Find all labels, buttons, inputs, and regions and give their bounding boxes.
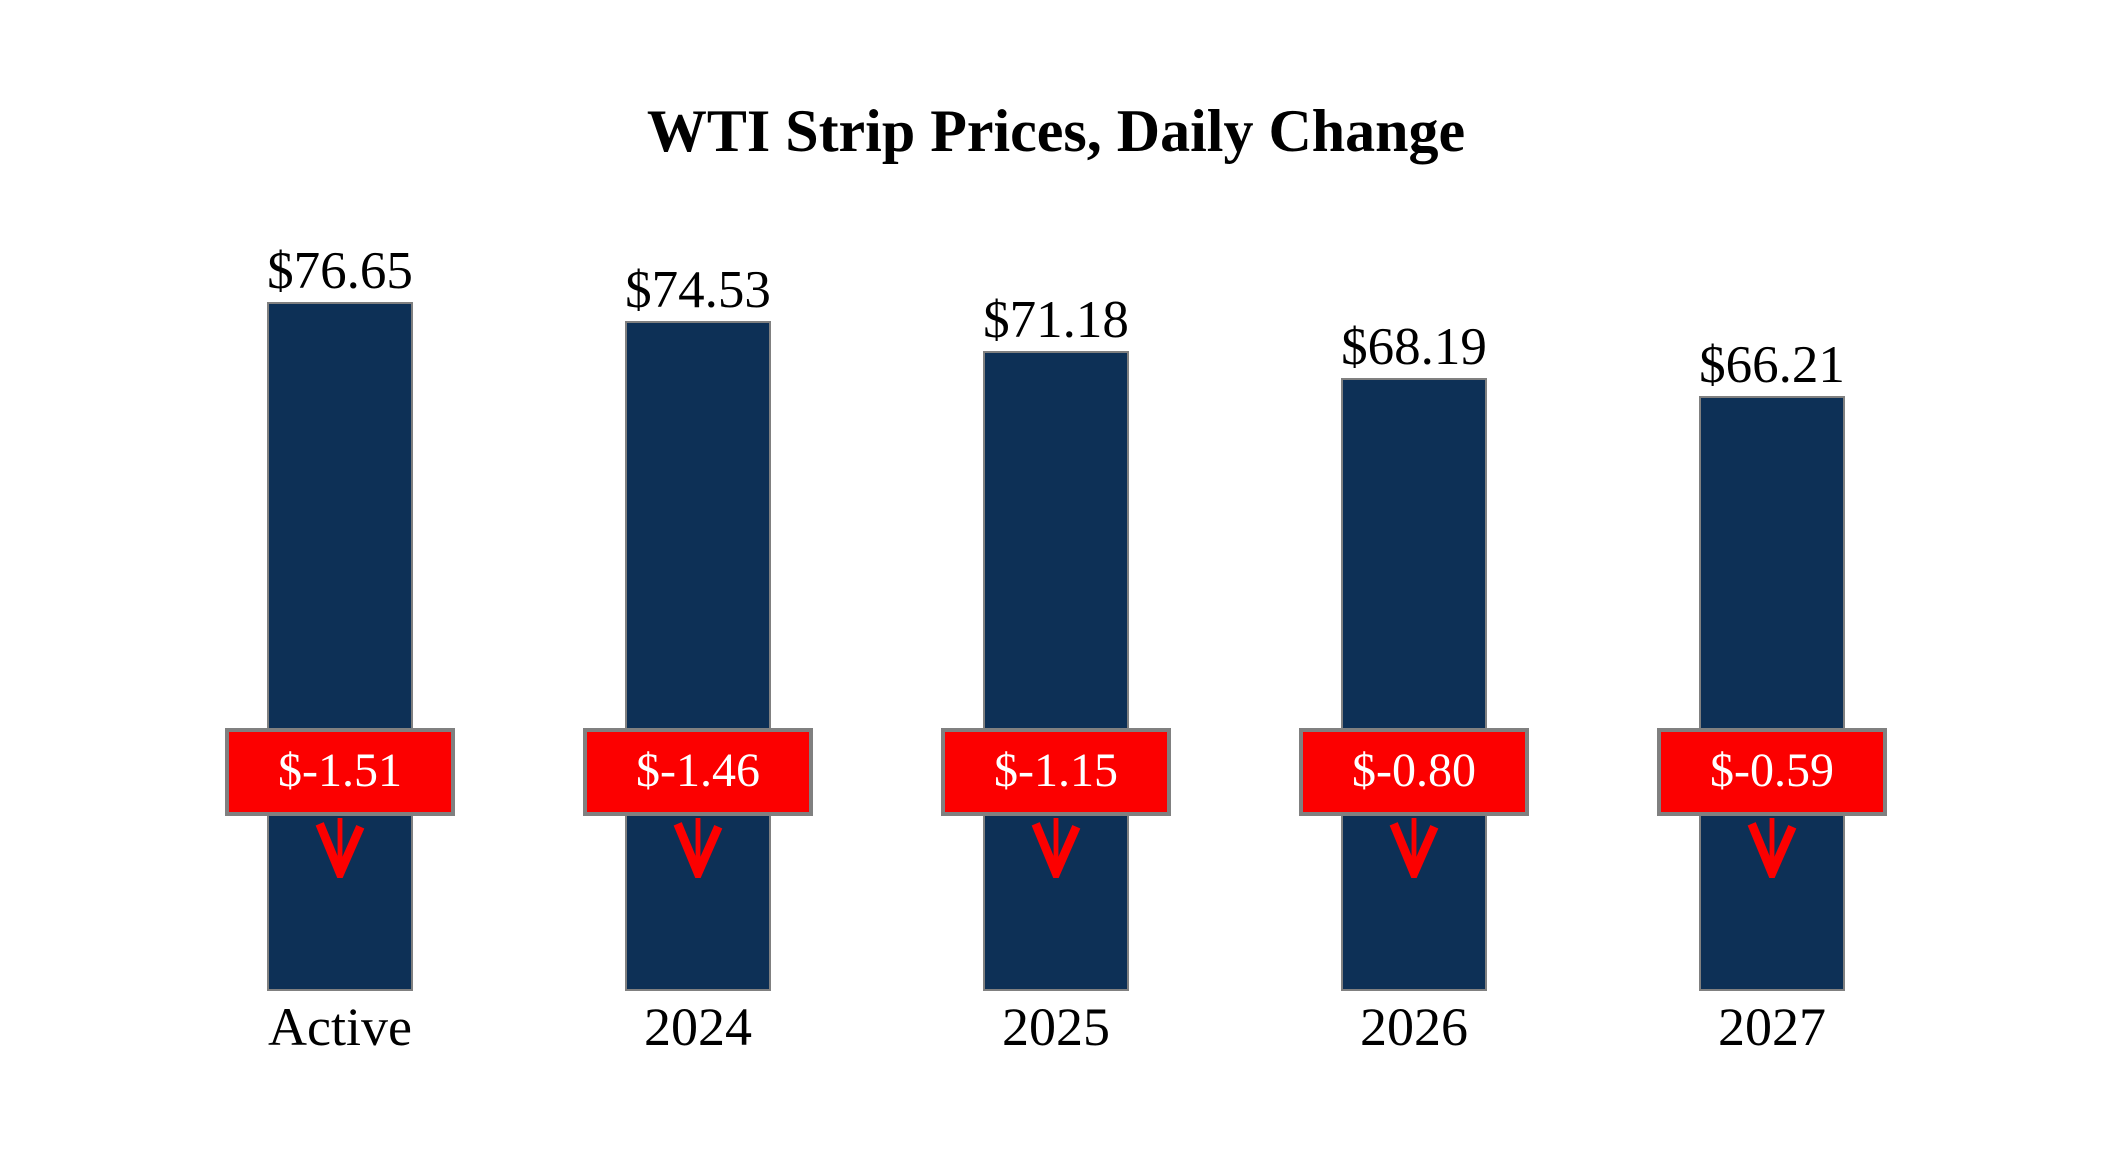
category-label: 2025 [1002,997,1110,1057]
chart-title: WTI Strip Prices, Daily Change [646,98,1466,164]
strip-price-bar [1699,396,1845,991]
bar-stack: $71.18 [876,294,1236,991]
bar-column-active: $76.65 $-1.51 Active [160,0,520,1152]
bar-column-2026: $68.19 $-0.80 2026 [1234,0,1594,1152]
daily-change-badge: $-0.59 [1657,728,1887,816]
daily-change-badge: $-1.15 [941,728,1171,816]
daily-change-badge: $-1.46 [583,728,813,816]
category-label: 2027 [1718,997,1826,1057]
bar-stack: $68.19 [1234,321,1594,991]
price-label: $74.53 [625,261,771,319]
strip-price-bar [1341,378,1487,991]
strip-price-bar [983,351,1129,991]
bar-stack: $76.65 [160,245,520,991]
price-label: $66.21 [1699,336,1845,394]
down-arrow-icon [1747,818,1797,878]
bar-column-2025: $71.18 $-1.15 2025 [876,0,1236,1152]
down-arrow-icon [1389,818,1439,878]
category-label: 2024 [644,997,752,1057]
down-arrow-icon [1031,818,1081,878]
strip-price-bar [267,302,413,991]
down-arrow-icon [315,818,365,878]
price-label: $68.19 [1341,318,1487,376]
strip-price-bar [625,321,771,991]
bar-stack: $74.53 [518,264,878,991]
daily-change-badge: $-1.51 [225,728,455,816]
category-label: Active [268,997,412,1057]
price-label: $71.18 [983,291,1129,349]
category-label: 2026 [1360,997,1468,1057]
bar-column-2024: $74.53 $-1.46 2024 [518,0,878,1152]
price-label: $76.65 [267,242,413,300]
bar-column-2027: $66.21 $-0.59 2027 [1592,0,1952,1152]
down-arrow-icon [673,818,723,878]
daily-change-badge: $-0.80 [1299,728,1529,816]
bar-stack: $66.21 [1592,339,1952,991]
